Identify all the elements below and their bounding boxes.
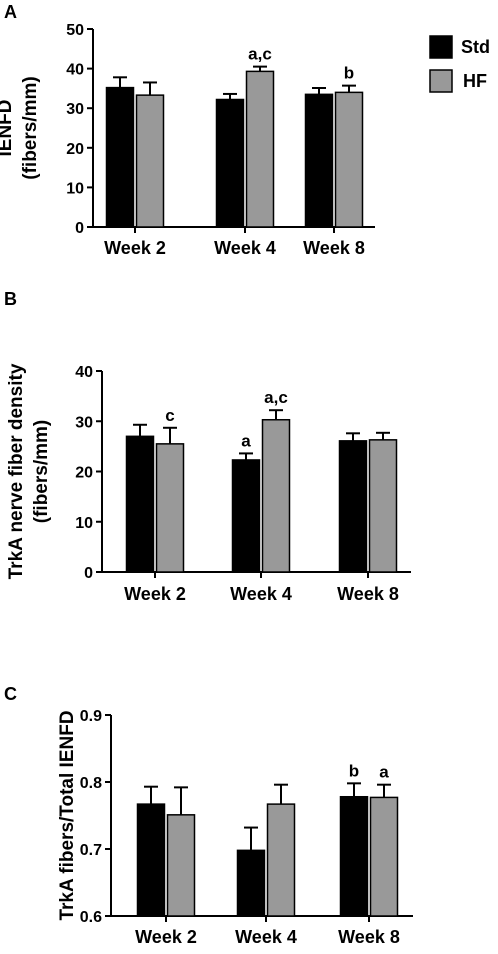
y-tick-label: 0.8: [80, 775, 102, 792]
bar-std: [304, 93, 334, 228]
x-category-label: Week 2: [124, 584, 186, 604]
bar-std: [215, 98, 245, 228]
x-category-label: Week 4: [235, 927, 297, 947]
panel-letter: A: [4, 2, 17, 22]
legend: Std HF: [429, 35, 490, 93]
significance-label: c: [165, 406, 174, 425]
y-axis-label: (fibers/mm): [31, 420, 52, 523]
x-category-label: Week 8: [338, 927, 400, 947]
y-tick-label: 0.9: [80, 708, 102, 725]
chart-panel-a: A 0 10 20 30 40 50 IENFD (fibers/mm) Week 2 Week 4…: [0, 2, 375, 258]
bar-hf: [245, 70, 275, 228]
bar-hf: [135, 94, 165, 228]
x-category-label: Week 4: [230, 584, 292, 604]
y-tick-label: 30: [66, 101, 84, 118]
y-tick-label: 0: [75, 220, 84, 237]
significance-label: b: [344, 64, 354, 83]
y-tick-label: 0.7: [80, 842, 102, 859]
panel-letter: B: [4, 289, 17, 309]
y-tick-label: 10: [66, 180, 84, 197]
bar-std: [125, 435, 155, 573]
significance-label: a,c: [248, 45, 272, 64]
y-tick-label: 50: [66, 22, 84, 39]
bar-std: [231, 459, 261, 573]
y-tick-label: 0.6: [80, 909, 102, 926]
y-tick-label: 30: [75, 414, 93, 431]
y-tick-label: 20: [75, 465, 93, 482]
y-tick-label: 40: [66, 62, 84, 79]
bar-hf: [155, 443, 185, 573]
y-tick-label: 10: [75, 515, 93, 532]
y-axis-label: IENFD: [0, 100, 16, 157]
bar-hf: [334, 91, 364, 228]
x-category-label: Week 8: [337, 584, 399, 604]
bar-std: [338, 440, 368, 573]
y-tick-label: 0: [84, 565, 93, 582]
bar-std: [236, 849, 266, 917]
x-category-label: Week 4: [214, 238, 276, 258]
panel-letter: C: [4, 684, 17, 704]
y-tick-label: 40: [75, 364, 93, 381]
bar-hf: [166, 814, 196, 917]
bar-hf: [369, 796, 399, 917]
bar-std: [339, 795, 369, 917]
legend-swatch-hf: [429, 69, 453, 93]
significance-label: a: [379, 763, 389, 782]
bar-hf: [261, 418, 291, 573]
x-category-label: Week 2: [135, 927, 197, 947]
chart-panel-b: B 0 10 20 30 40 TrkA nerve fiber density (fiber…: [4, 289, 411, 604]
bar-hf: [368, 439, 398, 573]
legend-label: Std: [461, 37, 490, 57]
significance-label: a: [241, 431, 251, 450]
significance-label: a,c: [264, 388, 288, 407]
y-tick-label: 20: [66, 141, 84, 158]
y-axis-label: TrkA fibers/Total IENFD: [57, 710, 78, 920]
significance-label: b: [349, 761, 359, 780]
bar-hf: [266, 803, 296, 917]
y-axis-label: TrkA nerve fiber density: [6, 363, 27, 579]
legend-swatch-std: [429, 35, 453, 59]
legend-label: HF: [463, 71, 487, 91]
y-axis-label: (fibers/mm): [20, 76, 41, 179]
x-category-label: Week 2: [104, 238, 166, 258]
x-category-label: Week 8: [303, 238, 365, 258]
bar-std: [105, 86, 135, 228]
bar-std: [136, 803, 166, 917]
